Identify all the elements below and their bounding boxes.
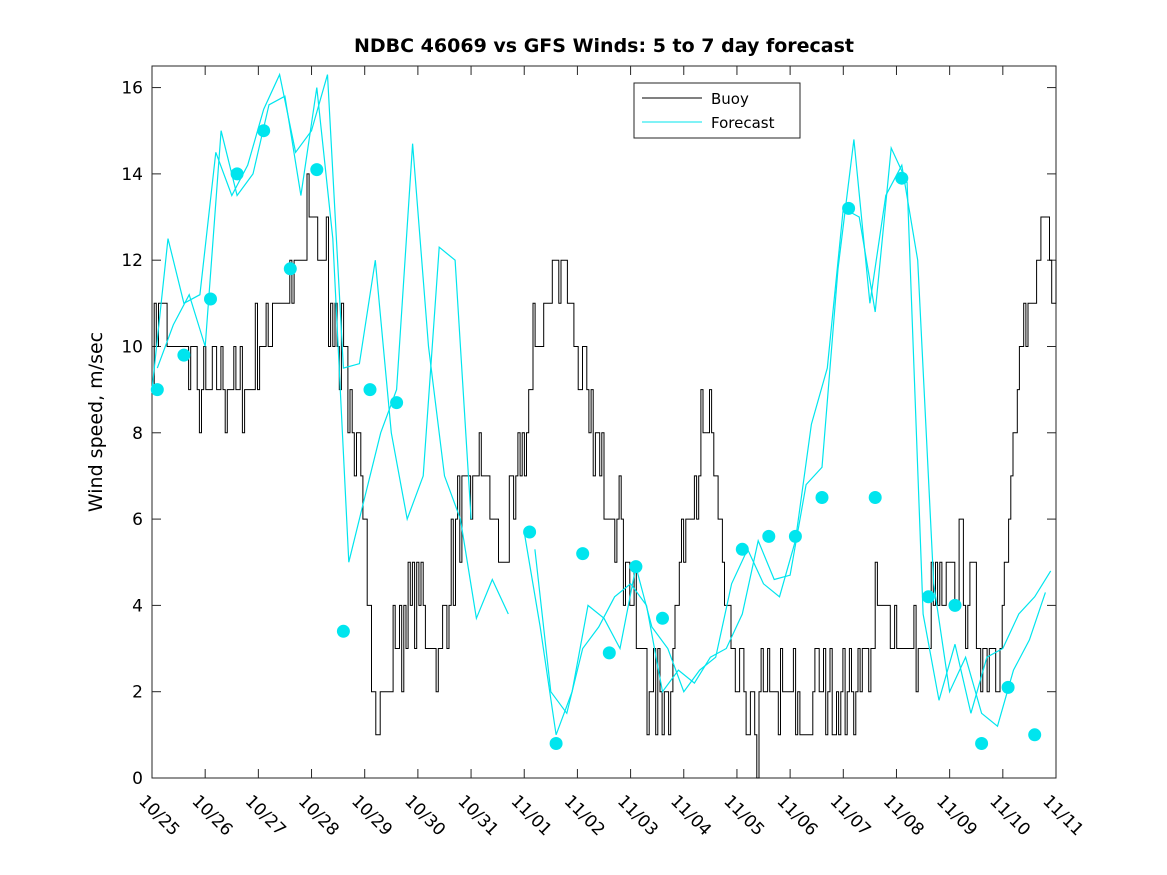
forecast-point — [602, 646, 616, 660]
y-tick-label: 14 — [121, 165, 143, 185]
forecast-point — [177, 348, 191, 362]
plot-area: 10/25 10/26 10/27 10/28 10/29 10/30 10/31 11/01… — [121, 65, 1087, 840]
forecast-point — [1028, 728, 1042, 742]
forecast-point — [336, 624, 350, 638]
forecast-point — [735, 542, 749, 556]
forecast-series-line — [156, 87, 509, 621]
y-tick-label: 6 — [132, 510, 143, 530]
forecast-point — [1001, 680, 1015, 694]
forecast-series-line — [534, 139, 1046, 728]
y-tick-label: 0 — [132, 769, 143, 789]
buoy-layer — [152, 173, 1057, 779]
y-tick-label: 2 — [132, 683, 143, 703]
forecast-point — [629, 560, 643, 574]
y-tick-label: 10 — [121, 337, 143, 357]
forecast-point — [283, 262, 297, 276]
forecast-point — [230, 167, 244, 181]
forecast-point — [788, 529, 802, 543]
forecast-point — [576, 547, 590, 561]
forecast-point — [390, 396, 404, 410]
forecast-point — [921, 590, 935, 604]
y-tick-label: 12 — [121, 251, 143, 271]
forecast-point — [363, 383, 377, 397]
forecast-point — [257, 124, 271, 138]
forecast-point — [762, 529, 776, 543]
legend-buoy-label: Buoy — [711, 90, 749, 108]
forecast-layer — [151, 72, 1052, 736]
forecast-point — [150, 383, 164, 397]
chart-title: NDBC 46069 vs GFS Winds: 5 to 7 day fore… — [354, 35, 854, 57]
forecast-point — [868, 491, 882, 504]
forecast-point — [656, 611, 669, 625]
forecast-marker-layer — [150, 124, 1042, 750]
legend-forecast-label: Forecast — [711, 114, 775, 132]
forecast-series-line — [151, 72, 472, 522]
forecast-point — [204, 292, 217, 306]
forecast-point — [975, 737, 989, 750]
forecast-point — [895, 171, 909, 185]
y-axis: 0 2 4 6 8 10 12 14 16 — [121, 79, 1056, 789]
forecast-point — [948, 598, 962, 612]
legend-box — [633, 82, 801, 139]
forecast-point — [815, 491, 829, 504]
forecast-series-line — [523, 145, 1052, 736]
buoy-series-line — [152, 173, 1057, 779]
y-tick-label: 8 — [132, 424, 143, 444]
y-tick-label: 16 — [121, 79, 143, 99]
y-axis-label: Wind speed, m/sec — [85, 332, 107, 512]
forecast-point — [549, 737, 563, 750]
plot-frame — [151, 65, 1057, 779]
y-tick-label: 4 — [132, 596, 143, 616]
forecast-point — [842, 201, 856, 215]
legend: Buoy Forecast — [633, 82, 801, 139]
forecast-point — [310, 163, 324, 177]
forecast-point — [523, 525, 537, 539]
